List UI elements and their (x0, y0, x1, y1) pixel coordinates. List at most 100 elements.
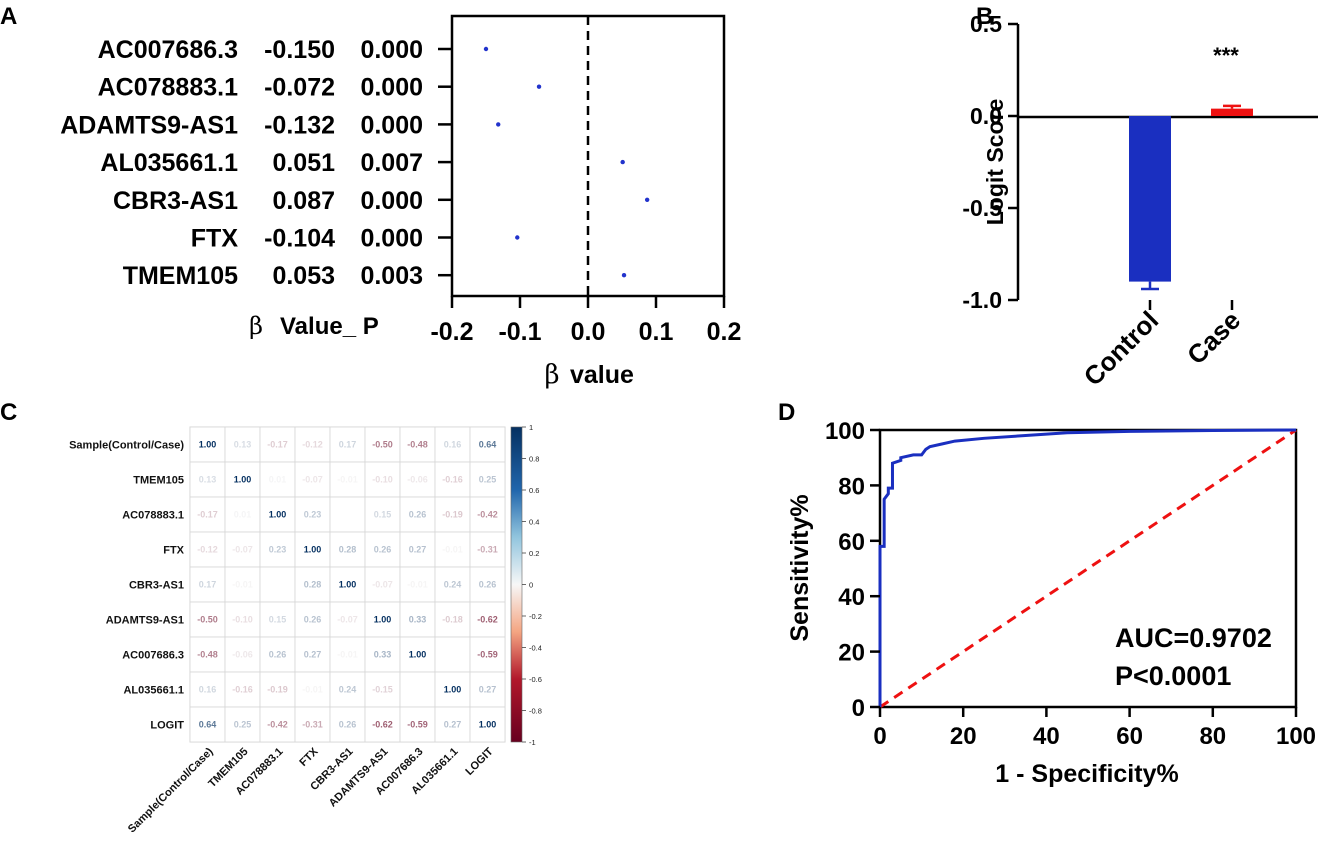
roc-xlabel: 1 - Specificity% (995, 760, 1178, 788)
heatmap-cell-value: 0.23 (269, 545, 287, 555)
heatmap-cell-value: -0.01 (337, 650, 358, 660)
forest-p-value: 0.000 (360, 111, 423, 139)
roc-x-tick-label: 80 (1199, 723, 1226, 750)
heatmap-cell (434, 566, 471, 603)
heatmap-cell-value: -0.48 (197, 650, 218, 660)
heatmap-cell (399, 566, 436, 603)
heatmap-cell-value: 0.16 (199, 685, 217, 695)
heatmap-cell-value: -0.62 (372, 720, 393, 730)
heatmap-cell-value: 0.13 (234, 440, 252, 450)
forest-point (496, 122, 501, 127)
roc-y-tick-label: 0 (852, 695, 865, 722)
forest-x-tick-label: 0.1 (639, 318, 674, 346)
heatmap-cell-value: -0.31 (477, 545, 498, 555)
bar-y-tick-label: 0.0 (970, 103, 1002, 129)
heatmap-row-label: AC007686.3 (122, 650, 184, 662)
heatmap-cell-value: -0.59 (477, 650, 498, 660)
forest-p-value: 0.000 (360, 36, 423, 64)
heatmap-cell (224, 566, 261, 603)
panel-label-a: A (0, 3, 17, 30)
heatmap-cell (399, 706, 436, 743)
heatmap-cell-value: 0.64 (199, 720, 217, 730)
heatmap-cell-value: -0.62 (477, 615, 498, 625)
heatmap-cell-value: 0.01 (269, 475, 287, 485)
heatmap-row-label: FTX (163, 545, 184, 557)
heatmap-cell (434, 496, 471, 533)
correlation-heatmap: 1.00 0.13 -0.17 -0.12 0.17 -0.50 -0.48 0.16 0.64… (69, 423, 542, 835)
heatmap-cell-value: 0.64 (479, 440, 497, 450)
heatmap-cell-value: -0.01 (407, 580, 428, 590)
heatmap-cell-value: -0.50 (372, 440, 393, 450)
panel-label-b: B (976, 3, 993, 30)
forest-x-tick-label: -0.1 (498, 318, 541, 346)
colorbar-tick-label: -0.8 (529, 707, 542, 716)
bar-category-label: Control (1078, 305, 1165, 392)
forest-x-tick-label: 0.0 (571, 318, 606, 346)
heatmap-cell (469, 496, 506, 533)
bar-y-tick-label: -1.0 (962, 287, 1002, 313)
heatmap-cell-value: 0.28 (304, 580, 322, 590)
heatmap-cell (259, 461, 296, 498)
heatmap-cell (259, 636, 296, 673)
heatmap-cell-value: -0.01 (302, 685, 323, 695)
heatmap-cell-value: -0.16 (442, 475, 463, 485)
heatmap-cell-value: 0.13 (199, 475, 217, 485)
heatmap-cell-value: -0.07 (337, 615, 358, 625)
forest-beta-value: 0.051 (272, 149, 335, 177)
logit-bar-chart: 0.5 0.0 -0.5 -1.0 Control Case *** Logit Sco… (962, 11, 1318, 392)
heatmap-row-label: Sample(Control/Case) (69, 440, 184, 452)
heatmap-cell-value: -0.17 (197, 510, 218, 520)
heatmap-cell (294, 706, 331, 743)
significance-annotation: *** (1213, 43, 1239, 68)
heatmap-cell (189, 706, 226, 743)
forest-p-value: 0.007 (360, 149, 423, 177)
roc-p-annotation: P<0.0001 (1115, 661, 1231, 691)
panel-label-c: C (0, 399, 17, 426)
heatmap-cell (329, 671, 366, 708)
heatmap-cell-value: -0.01 (442, 545, 463, 555)
heatmap-row-label: LOGIT (150, 720, 184, 732)
heatmap-cell (399, 461, 436, 498)
heatmap-cell (294, 671, 331, 708)
heatmap-cell (469, 706, 506, 743)
heatmap-cell-value: -0.06 (232, 650, 253, 660)
heatmap-cell-value: -0.59 (407, 720, 428, 730)
heatmap-cell-value: 0.23 (304, 510, 322, 520)
heatmap-cell-value: -0.17 (267, 440, 288, 450)
colorbar-tick-label: -0.4 (529, 644, 542, 653)
heatmap-cell (434, 601, 471, 638)
heatmap-cell (329, 496, 366, 533)
forest-beta-value: -0.132 (264, 111, 335, 139)
forest-gene-label: FTX (191, 225, 239, 253)
heatmap-cell-value: -0.50 (197, 615, 218, 625)
heatmap-cell-value: 0.17 (339, 440, 357, 450)
roc-y-tick-label: 80 (838, 473, 865, 500)
heatmap-cell (189, 496, 226, 533)
bar-control (1129, 116, 1171, 282)
colorbar-tick-label: 0 (529, 581, 533, 590)
forest-p-value: 0.000 (360, 225, 423, 253)
heatmap-row-label: ADAMTS9-AS1 (106, 615, 184, 627)
heatmap-cell-value: 0.24 (339, 685, 357, 695)
heatmap-cell-value: 0.27 (479, 685, 497, 695)
heatmap-cell-value: -0.31 (302, 720, 323, 730)
roc-x-tick-label: 40 (1033, 723, 1060, 750)
heatmap-cell-value: -0.15 (372, 685, 393, 695)
colorbar-tick-label: 0.4 (529, 518, 539, 527)
forest-xlabel-beta-symbol: β (544, 360, 559, 390)
roc-reference-diagonal (879, 428, 1297, 709)
heatmap-cell (434, 671, 471, 708)
heatmap-cell (224, 706, 261, 743)
heatmap-cell-value: 1.00 (409, 650, 427, 660)
heatmap-cell-value: 0.26 (304, 615, 322, 625)
heatmap-cell (294, 566, 331, 603)
heatmap-cell-value: 0.16 (444, 440, 462, 450)
heatmap-cell (399, 531, 436, 568)
forest-header-label: Value_ P (280, 313, 379, 340)
forest-beta-value: -0.150 (264, 36, 335, 64)
heatmap-cell (364, 706, 401, 743)
heatmap-cell-value: 0.26 (409, 510, 427, 520)
heatmap-cell (434, 636, 471, 673)
colorbar-tick-label: -0.2 (529, 612, 542, 621)
roc-x-tick-label: 0 (873, 723, 886, 750)
